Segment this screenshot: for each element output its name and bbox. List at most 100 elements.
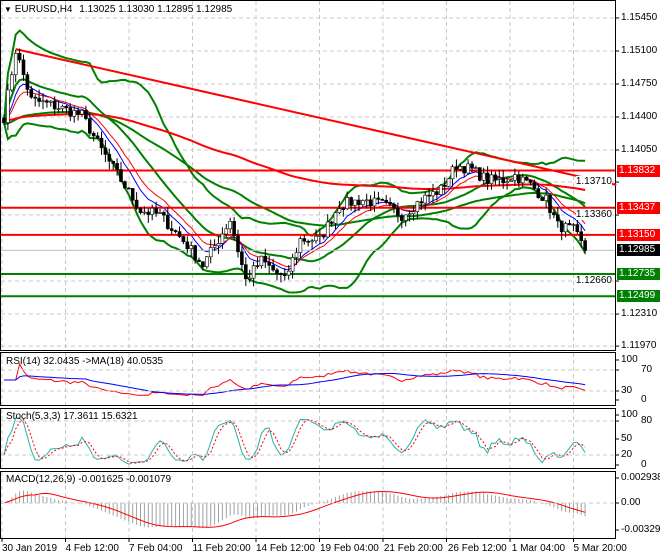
candle-bear	[162, 212, 166, 216]
price-scale-label: 1.11970	[621, 340, 657, 352]
candle-bull	[10, 74, 14, 91]
rsi-scale-label: 30	[621, 385, 633, 396]
candle-bear	[154, 207, 158, 214]
candle-bear	[255, 265, 260, 267]
candle-bear	[185, 241, 190, 249]
candle-bull	[318, 234, 322, 237]
candle-bull	[142, 211, 147, 214]
candle-bear	[201, 261, 205, 268]
candle-bear	[17, 53, 22, 61]
candle-bull	[212, 245, 217, 248]
candle-bear	[528, 179, 533, 183]
candle-bull	[325, 221, 330, 238]
candle-bear	[181, 236, 186, 243]
candle-bear	[91, 133, 96, 137]
candle-bear	[302, 238, 307, 242]
candle-bull	[520, 176, 525, 184]
triangle-down-icon[interactable]: ▼	[4, 5, 12, 14]
candle-bull	[372, 197, 377, 207]
candle-bear	[368, 199, 373, 207]
candle-bear	[357, 199, 361, 206]
candle-bull	[353, 199, 357, 206]
candle-bull	[513, 174, 517, 181]
candle-bear	[435, 191, 439, 195]
candle-bear	[99, 137, 104, 149]
candle-bear	[177, 231, 182, 237]
price-level-label: 1.12499	[617, 290, 660, 303]
candle-bull	[337, 208, 342, 214]
candle-bear	[236, 235, 240, 253]
candle-bear	[575, 224, 580, 233]
candle-bear	[462, 166, 467, 174]
candle-bull	[208, 247, 213, 258]
candle-bull	[290, 257, 295, 272]
candle-bull	[259, 255, 264, 267]
candle-bull	[6, 89, 10, 123]
candle-bull	[286, 270, 291, 276]
price-level-label: 1.13437	[617, 201, 660, 214]
stoch-scale-label: 100	[621, 409, 638, 420]
candle-bear	[138, 207, 143, 213]
price-scale-label: 1.15450	[621, 12, 658, 23]
candle-bear	[29, 89, 34, 98]
macd-scale-label: 0.00	[621, 497, 641, 508]
candle-bear	[567, 223, 572, 226]
time-axis-label: 14 Feb 12:00	[256, 543, 315, 554]
candle-bull	[407, 213, 412, 216]
symbol-label: EURUSD,H4	[14, 4, 73, 15]
candle-bear	[193, 245, 197, 261]
candle-bear	[555, 214, 560, 222]
candle-bear	[306, 240, 311, 243]
candle-bear	[271, 265, 275, 271]
price-scale-label: 1.13710	[575, 176, 612, 188]
candle-bull	[446, 178, 451, 187]
candle-bear	[130, 188, 135, 201]
candle-bear	[493, 174, 498, 180]
candle-bear	[88, 118, 92, 134]
candle-bear	[68, 107, 73, 117]
candle-bull	[505, 181, 509, 184]
stoch-scale-label: 50	[621, 433, 633, 444]
candle-bull	[423, 194, 428, 204]
time-axis-label: 7 Feb 04:00	[129, 543, 183, 554]
candle-bull	[158, 212, 162, 214]
rsi-scale-label: 100	[621, 354, 638, 365]
price-scale-label: 1.14400	[621, 110, 658, 122]
candle-bull	[80, 110, 84, 115]
trend-line	[15, 48, 617, 186]
candle-bear	[263, 255, 268, 263]
stoch-scale-label: 20	[621, 449, 633, 460]
candle-bear	[95, 135, 100, 139]
price-scale-label: 1.15100	[621, 44, 658, 56]
candle-bear	[321, 234, 326, 238]
candle-bull	[563, 223, 568, 233]
candle-bear	[396, 207, 400, 216]
candle-bear	[454, 166, 459, 170]
price-scale-label: 1.12660	[575, 275, 612, 287]
macd-title: MACD(12,26,9) -0.001625 -0.001079	[6, 474, 172, 485]
price-level-label: 1.13832	[617, 164, 660, 177]
candle-bear	[2, 117, 6, 123]
candle-bull	[345, 197, 350, 209]
candle-bear	[524, 176, 529, 181]
rsi-title: RSI(14) 32.0435 ->MA(18) 40.0535	[6, 356, 164, 367]
candle-bull	[41, 100, 45, 103]
price-scale-label: 1.12310	[621, 308, 658, 320]
candle-bear	[45, 100, 49, 103]
candle-bull	[364, 199, 369, 202]
candle-bear	[427, 194, 431, 197]
candle-bull	[310, 240, 314, 243]
candle-bull	[60, 105, 65, 110]
candle-bear	[275, 269, 279, 274]
candle-bear	[240, 251, 244, 265]
candle-bear	[376, 197, 381, 200]
price-scale-label: 1.14750	[621, 77, 658, 89]
candle-bull	[474, 167, 478, 169]
candle-bear	[169, 228, 174, 231]
candle-bull	[360, 200, 365, 206]
candle-bear	[341, 208, 346, 210]
candle-bear	[232, 220, 236, 237]
candle-bull	[56, 108, 61, 111]
rsi-ma-line	[4, 372, 586, 395]
